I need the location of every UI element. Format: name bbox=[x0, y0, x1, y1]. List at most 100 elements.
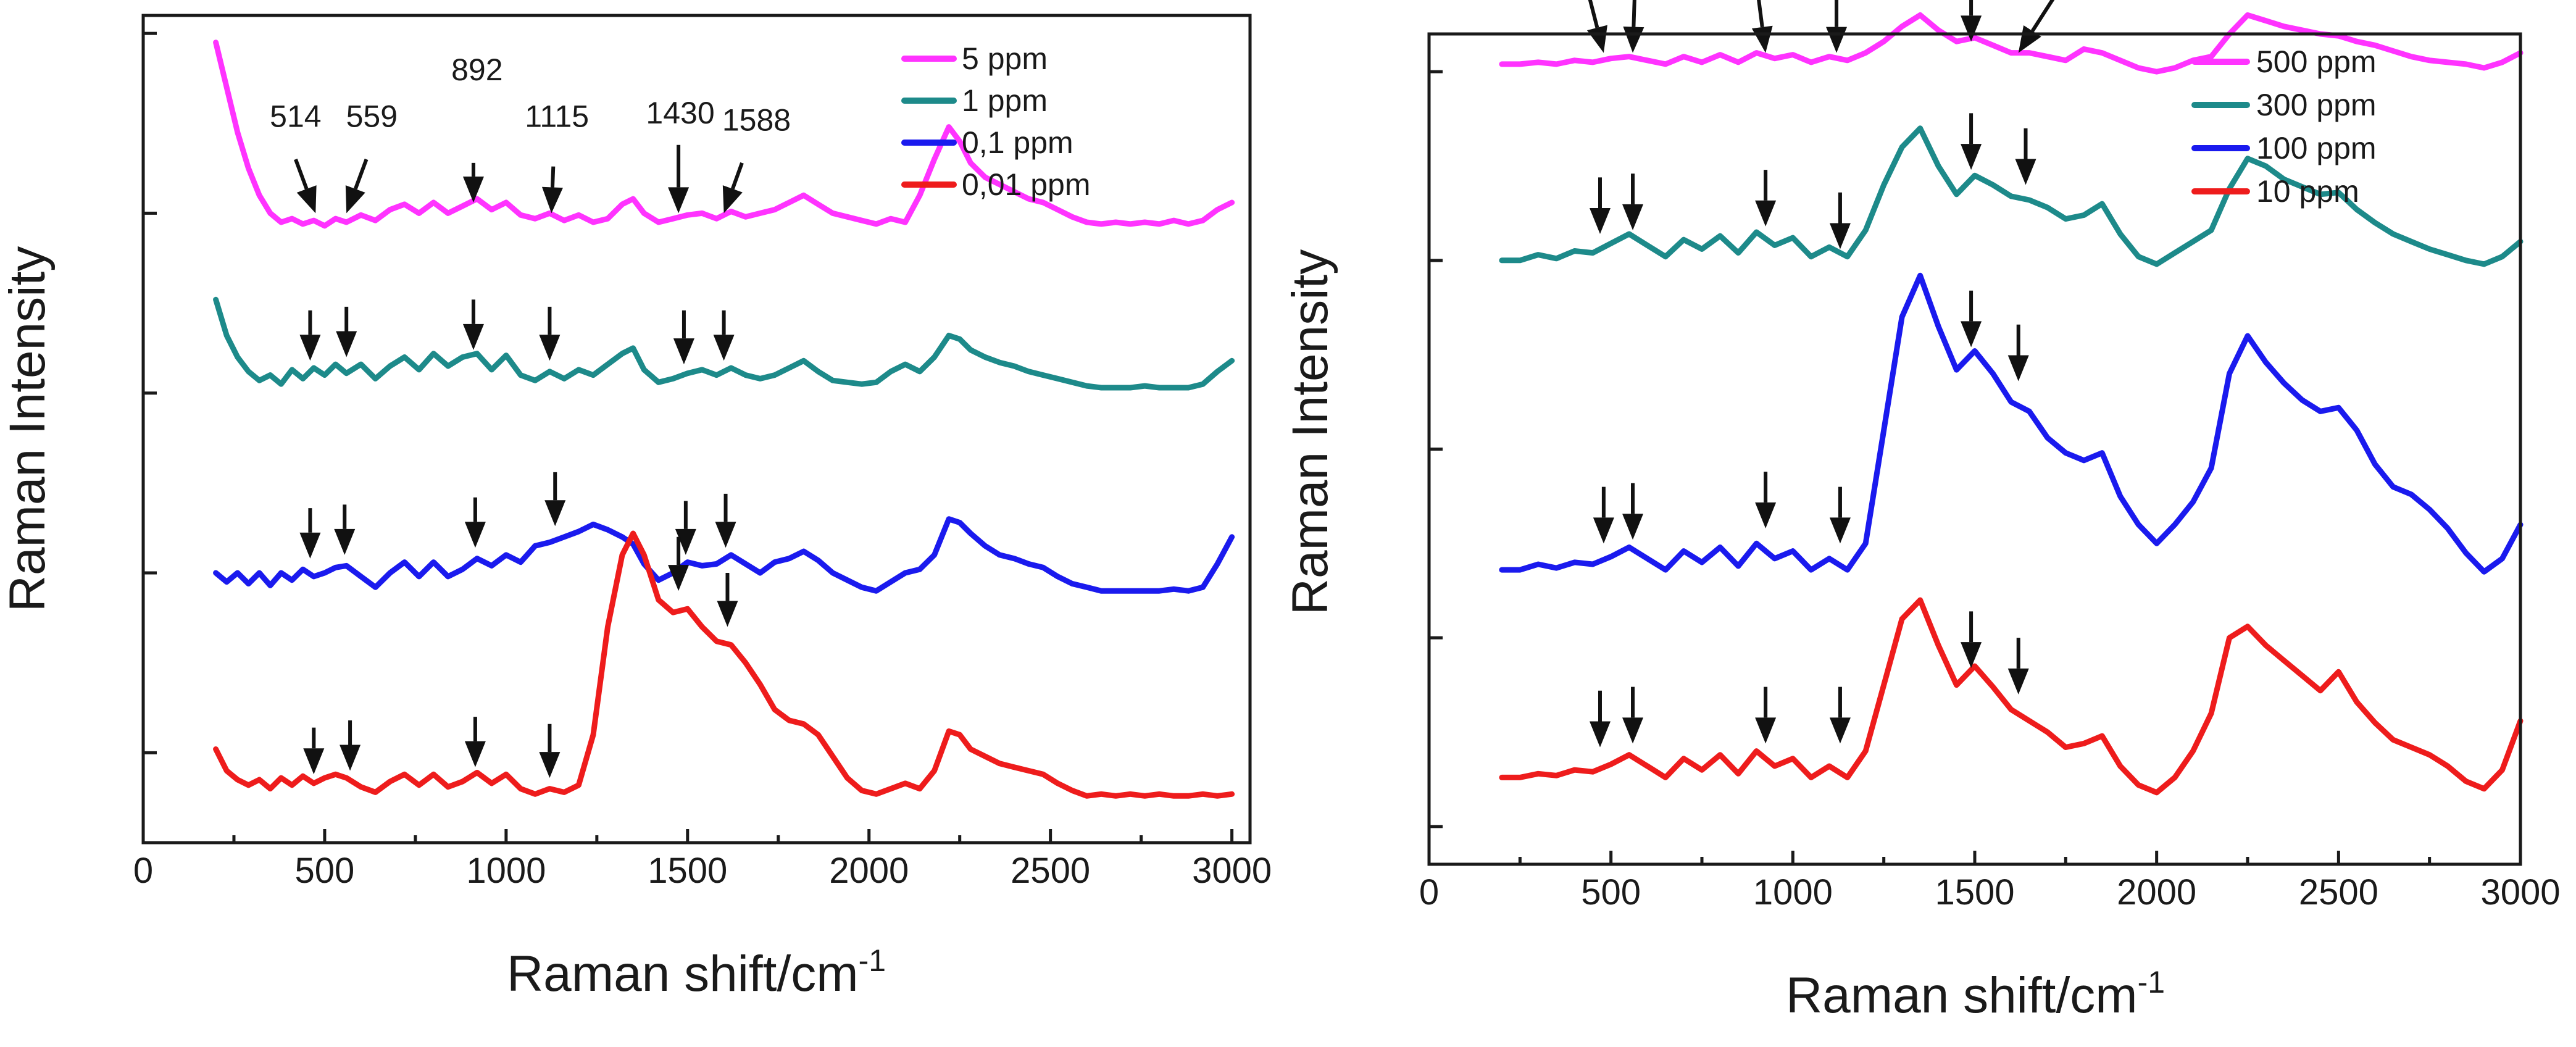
peak-arrow-head bbox=[2007, 355, 2029, 382]
legend-label: 100 ppm bbox=[2256, 131, 2377, 165]
plot-frame bbox=[141, 14, 1252, 845]
peak-arrow-head bbox=[2007, 668, 2029, 695]
y-axis-title: Raman Intensity bbox=[1282, 249, 1338, 615]
peak-arrow-head bbox=[1755, 200, 1777, 227]
peak-arrow-head bbox=[1622, 717, 1644, 744]
legend-label: 0,1 ppm bbox=[962, 125, 1073, 160]
legend-label: 500 ppm bbox=[2256, 44, 2377, 79]
x-tick-label: 1000 bbox=[1753, 872, 1833, 912]
peak-arrow-head bbox=[668, 187, 690, 214]
x-tick-label: 500 bbox=[1581, 872, 1641, 912]
chart-panel-left: 514 559 892 1115 1430 1588 0 500 1000 1500 2000 250… bbox=[0, 14, 1272, 1002]
peak-arrow-head bbox=[1586, 25, 1607, 53]
peak-arrow-shaft bbox=[2030, 0, 2055, 32]
peak-arrow-head bbox=[299, 335, 321, 361]
x-tick-label: 2000 bbox=[829, 851, 909, 891]
peak-arrow-shaft bbox=[1757, 0, 1764, 28]
legend-label: 1 ppm bbox=[962, 83, 1048, 118]
legend-label: 300 ppm bbox=[2256, 88, 2377, 122]
x-tick-label: 3000 bbox=[1192, 851, 1272, 891]
x-axis-title: Raman shift/cm-1 bbox=[507, 943, 886, 1002]
x-tick-label: 0 bbox=[1419, 872, 1439, 912]
peak-arrow-head bbox=[1751, 25, 1773, 53]
peak-arrow-head bbox=[1961, 144, 1982, 170]
peak-arrow-head bbox=[464, 741, 486, 767]
series-line-300-ppm bbox=[1499, 125, 2524, 267]
series-line-0-01-ppm bbox=[213, 530, 1235, 799]
peak-arrow-head bbox=[722, 185, 743, 214]
x-axis-title-superscript: -1 bbox=[2138, 965, 2165, 999]
series-line-5-ppm bbox=[213, 40, 1235, 229]
peak-arrow-head bbox=[2018, 25, 2041, 53]
peak-arrow-shaft bbox=[1632, 0, 1636, 27]
x-tick-label: 2000 bbox=[2117, 872, 2196, 912]
series-line-1-ppm bbox=[213, 296, 1235, 391]
peak-label: 892 bbox=[451, 52, 502, 87]
peak-label: 1115 bbox=[525, 99, 589, 134]
peak-arrow-head bbox=[1755, 717, 1777, 744]
peak-arrow-head bbox=[2015, 159, 2036, 185]
legend-label: 10 ppm bbox=[2256, 174, 2359, 209]
peak-arrow-head bbox=[1826, 27, 1848, 53]
legend-label: 5 ppm bbox=[962, 41, 1048, 76]
peak-arrow-head bbox=[715, 522, 736, 548]
peak-arrow-head bbox=[345, 185, 365, 214]
x-axis-title-superscript: -1 bbox=[859, 943, 886, 978]
x-axis-title-text: Raman shift/cm bbox=[1786, 967, 2138, 1024]
x-tick-label: 500 bbox=[295, 851, 355, 891]
peak-arrow-head bbox=[717, 601, 738, 627]
peak-label: 1588 bbox=[722, 102, 791, 137]
legend-label: 0,01 ppm bbox=[962, 167, 1090, 202]
series-line-0-1-ppm bbox=[213, 516, 1235, 594]
peak-arrow-head bbox=[462, 176, 484, 202]
peak-arrow-shaft bbox=[294, 159, 309, 190]
x-axis-title: Raman shift/cm-1 bbox=[1786, 965, 2165, 1024]
peak-arrow-head bbox=[1589, 721, 1611, 748]
peak-arrow-head bbox=[1622, 514, 1644, 540]
peak-arrow-head bbox=[334, 528, 356, 555]
peak-arrow-head bbox=[1961, 321, 1982, 348]
peak-arrow-head bbox=[1622, 204, 1644, 230]
peak-arrow-head bbox=[1593, 517, 1614, 544]
peak-arrow-head bbox=[1829, 717, 1851, 744]
peak-arrow-head bbox=[539, 335, 561, 361]
x-tick-label: 2500 bbox=[1011, 851, 1090, 891]
chart-panel-right: 5145598921115143015880500100015002000250… bbox=[1282, 0, 2561, 1024]
x-tick-label: 1000 bbox=[466, 851, 546, 891]
x-tick-label: 1500 bbox=[1935, 872, 2014, 912]
series-line-500-ppm bbox=[1499, 12, 2524, 75]
peak-arrow-head bbox=[336, 331, 357, 357]
peak-arrow-head bbox=[544, 500, 566, 527]
peak-arrow-head bbox=[462, 323, 484, 350]
peak-arrow-head bbox=[673, 338, 694, 365]
peak-label: 1430 bbox=[646, 96, 714, 130]
peak-arrow-head bbox=[1829, 223, 1851, 249]
peak-arrow-head bbox=[340, 745, 361, 771]
peak-arrow-head bbox=[299, 532, 321, 559]
peak-label: 514 bbox=[270, 99, 321, 134]
peak-arrow-shaft bbox=[550, 166, 556, 188]
series-line-10-ppm bbox=[1499, 597, 2524, 796]
peak-arrow-shaft bbox=[731, 162, 744, 190]
peak-arrow-head bbox=[1623, 27, 1644, 53]
peak-arrow-shaft bbox=[1588, 0, 1599, 28]
x-tick-label: 2500 bbox=[2299, 872, 2378, 912]
peak-arrow-head bbox=[675, 528, 696, 555]
peak-arrow-head bbox=[1589, 208, 1611, 235]
y-axis-title: Raman Intensity bbox=[0, 246, 56, 612]
x-tick-label: 0 bbox=[133, 851, 153, 891]
x-tick-label: 3000 bbox=[2480, 872, 2560, 912]
peak-label: 559 bbox=[346, 99, 398, 134]
x-tick-label: 1500 bbox=[648, 851, 727, 891]
series-line-100-ppm bbox=[1499, 272, 2524, 575]
peak-arrow-head bbox=[713, 335, 735, 361]
peak-arrow-head bbox=[464, 522, 486, 548]
peak-arrow-head bbox=[303, 748, 325, 775]
peak-arrow-head bbox=[1755, 502, 1777, 528]
x-axis-title-text: Raman shift/cm bbox=[507, 946, 859, 1002]
peak-arrow-head bbox=[1961, 642, 1982, 669]
peak-arrow-head bbox=[1829, 517, 1851, 544]
peak-arrow-head bbox=[296, 185, 317, 214]
peak-arrow-shaft bbox=[353, 159, 369, 190]
